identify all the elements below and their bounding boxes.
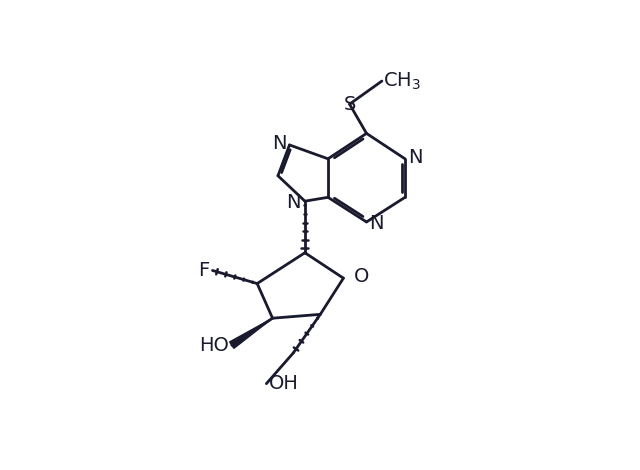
Text: OH: OH xyxy=(269,374,299,393)
Text: HO: HO xyxy=(199,336,228,355)
Text: N: N xyxy=(369,214,384,233)
Text: S: S xyxy=(344,94,356,114)
Text: F: F xyxy=(198,261,209,280)
Polygon shape xyxy=(230,318,273,348)
Text: CH$_3$: CH$_3$ xyxy=(383,70,422,92)
Text: N: N xyxy=(286,193,300,212)
Text: N: N xyxy=(408,148,422,167)
Text: N: N xyxy=(272,134,287,153)
Text: O: O xyxy=(354,267,369,286)
